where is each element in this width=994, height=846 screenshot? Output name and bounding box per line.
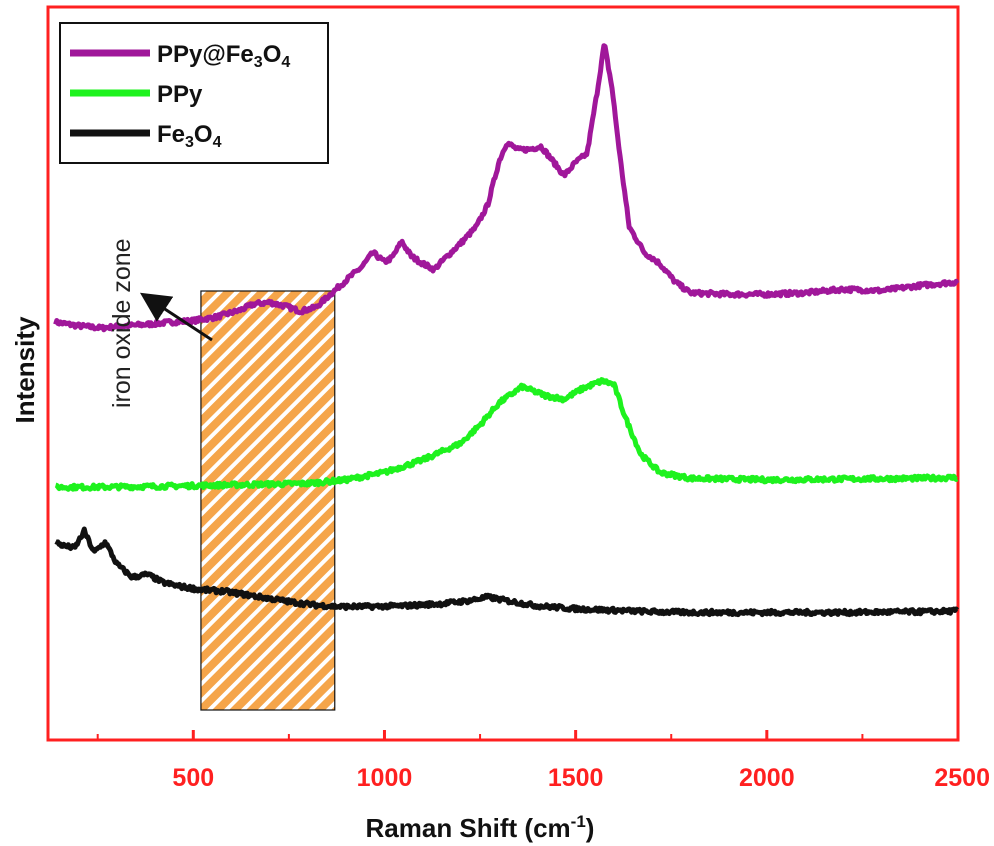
legend: PPy@Fe3O4 PPy Fe3O4 bbox=[59, 22, 329, 164]
legend-label-ppy-fe3o4: PPy@Fe3O4 bbox=[157, 41, 290, 71]
x-axis-ticks: 500 1000 1500 2000 2500 bbox=[96, 730, 990, 792]
zone-annotation-arrow bbox=[139, 292, 213, 342]
x-tick-label: 1000 bbox=[357, 764, 413, 792]
x-axis-title: Raman Shift (cm-1) bbox=[366, 812, 595, 843]
x-tick-label: 2000 bbox=[739, 764, 795, 792]
x-tick-label: 500 bbox=[172, 764, 214, 792]
series-line-1 bbox=[54, 377, 959, 492]
plot-frame bbox=[46, 5, 960, 742]
x-tick-label: 2500 bbox=[934, 764, 990, 792]
series-line-2 bbox=[54, 526, 959, 618]
series-line-0 bbox=[53, 43, 960, 333]
legend-label-ppy: PPy bbox=[157, 81, 203, 108]
y-axis-title: Intensity bbox=[10, 316, 40, 423]
iron-oxide-zone bbox=[200, 290, 336, 711]
series-lines bbox=[53, 43, 960, 618]
zone-annotation-text: iron oxide zone bbox=[108, 238, 136, 408]
x-tick-label: 1500 bbox=[548, 764, 604, 792]
legend-label-fe3o4: Fe3O4 bbox=[157, 121, 222, 151]
